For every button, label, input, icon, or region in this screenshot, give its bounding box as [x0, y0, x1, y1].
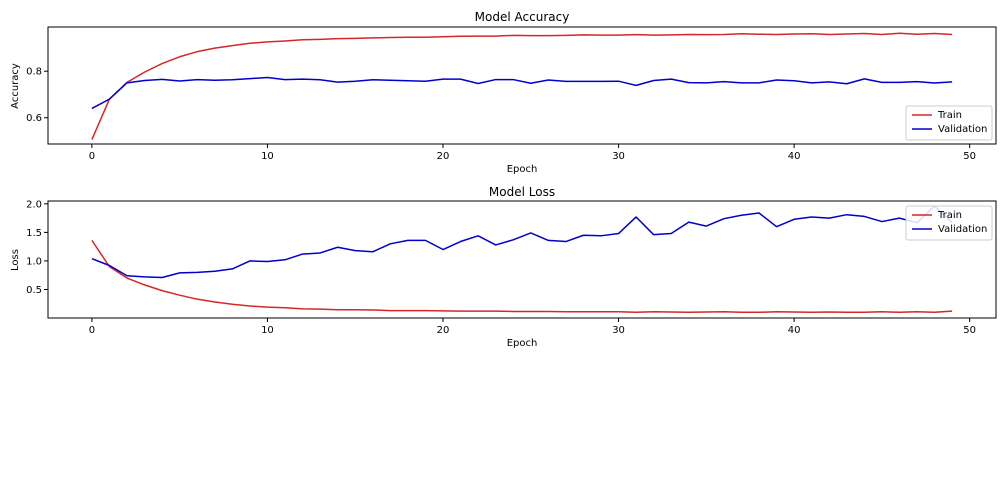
- accuracy-y-tick-label: 0.6: [26, 113, 42, 124]
- accuracy-x-axis-label: Epoch: [507, 164, 538, 175]
- loss-x-tick-label: 0: [89, 325, 95, 336]
- loss-x-tick-label: 30: [612, 325, 625, 336]
- loss-y-tick-label: 0.5: [26, 285, 42, 296]
- accuracy-legend: Train Validation: [905, 105, 993, 141]
- accuracy-y-tick-label: 0.8: [26, 67, 42, 78]
- accuracy-y-axis-label: Accuracy: [10, 63, 21, 109]
- loss-x-tick-label: 10: [261, 325, 274, 336]
- loss-x-axis-label: Epoch: [507, 338, 538, 349]
- loss-x-tick-label: 20: [437, 325, 450, 336]
- loss-series-train: [91, 239, 953, 314]
- accuracy-series-lines: [91, 32, 953, 140]
- accuracy-series-validation: [91, 76, 953, 110]
- accuracy-x-tick-label: 20: [437, 151, 450, 162]
- accuracy-legend-label-validation: Validation: [938, 124, 987, 135]
- accuracy-axes-frame: [47, 26, 997, 145]
- loss-chart: Model Loss Epoch Loss 0 10 20 30 40 50 0.5 1.0 1…: [10, 185, 997, 349]
- accuracy-series-train: [91, 32, 953, 140]
- accuracy-chart-title: Model Accuracy: [475, 10, 570, 24]
- loss-series-lines: [91, 205, 953, 314]
- loss-x-tick-label: 50: [963, 325, 976, 336]
- accuracy-x-tick-label: 0: [89, 151, 95, 162]
- loss-y-tick-label: 1.5: [26, 228, 42, 239]
- accuracy-chart: Model Accuracy Epoch Accuracy 0 10 20 30 40 5…: [10, 10, 997, 175]
- loss-legend: Train Validation: [905, 205, 993, 241]
- loss-legend-label-train: Train: [937, 210, 962, 221]
- loss-y-axis-label: Loss: [10, 249, 21, 271]
- accuracy-x-tick-label: 30: [612, 151, 625, 162]
- loss-y-tick-label: 2.0: [26, 199, 42, 210]
- loss-legend-label-validation: Validation: [938, 224, 987, 235]
- accuracy-x-tick-label: 50: [963, 151, 976, 162]
- accuracy-x-tick-label: 10: [261, 151, 274, 162]
- loss-x-tick-label: 40: [788, 325, 801, 336]
- loss-ticks: 0 10 20 30 40 50 0.5 1.0 1.5 2.0: [26, 199, 976, 336]
- loss-axes-frame: [47, 200, 997, 319]
- loss-series-validation: [91, 205, 953, 279]
- accuracy-legend-label-train: Train: [937, 110, 962, 121]
- loss-y-tick-label: 1.0: [26, 256, 42, 267]
- accuracy-ticks: 0 10 20 30 40 50 0.6 0.8: [26, 67, 976, 162]
- loss-chart-title: Model Loss: [489, 185, 555, 199]
- accuracy-x-tick-label: 40: [788, 151, 801, 162]
